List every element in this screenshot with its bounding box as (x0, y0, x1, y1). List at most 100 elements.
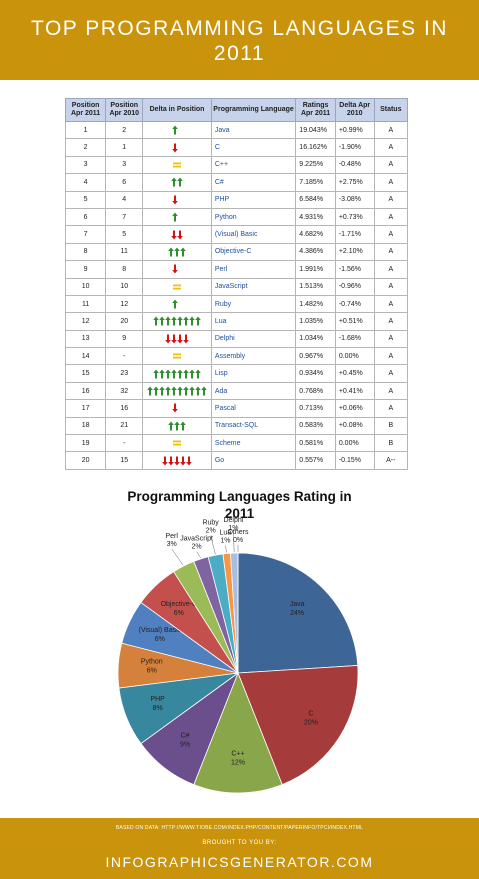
language-cell: Transact-SQL (210, 416, 297, 436)
equal-bar (173, 287, 182, 290)
table-cell: +0.06% (334, 399, 375, 418)
table-cell: 19 (64, 434, 107, 453)
table-row: 4 6 C# 7.185% +2.75% A (64, 173, 409, 192)
pie-slice (237, 552, 359, 674)
up-arrow (195, 369, 201, 379)
table-cell: +2.10% (334, 242, 375, 262)
slice-label: Ruby (202, 520, 219, 527)
slice-label: Lua (220, 530, 232, 537)
column-header: Position Apr 2010 (105, 98, 144, 122)
table-row: 9 8 Perl 1.991% -1.56% A (64, 260, 409, 279)
up-arrow (189, 386, 195, 396)
down-arrow (174, 456, 180, 466)
table-cell: 10 (64, 277, 107, 296)
table-cell: -1.71% (334, 225, 375, 244)
delta-arrows (173, 162, 182, 168)
up-arrow (165, 369, 171, 379)
up-arrow (189, 316, 195, 326)
slice-label: C# (181, 732, 190, 739)
table-cell: 4 (64, 173, 107, 192)
table-cell: 32 (105, 381, 144, 401)
up-arrow (159, 369, 165, 379)
delta-arrows (172, 299, 178, 309)
table-row: 8 11 Objective-C 4.386% +2.10% A (64, 242, 409, 262)
up-arrow (168, 421, 174, 431)
leader-line (210, 535, 216, 555)
slice-value: 8% (153, 705, 163, 712)
table-cell: A (373, 364, 409, 383)
table-body: 1 2 Java 19.043% +0.99% A 2 1 C 16.162% -1.90% A 3 3 C… (64, 120, 409, 470)
table-row: 16 32 Ada 0.768% +0.41% A (64, 381, 409, 401)
table-cell: 7.185% (295, 173, 336, 192)
table-cell: A (373, 347, 409, 366)
table-cell: 23 (105, 364, 144, 383)
delta-arrows (172, 264, 178, 274)
pie-slice (193, 671, 283, 794)
delta-cell (142, 434, 212, 453)
delta-cell (142, 120, 212, 140)
table-cell: - (105, 347, 144, 366)
table-cell: 0.934% (295, 364, 336, 383)
leader-line (225, 545, 227, 553)
language-cell: Python (210, 207, 297, 227)
equal-bar (173, 353, 182, 356)
down-arrow (177, 230, 183, 240)
table-row: 20 15 Go 0.557% -0.15% A-- (64, 451, 409, 470)
down-arrow (171, 230, 177, 240)
slice-value: 6% (174, 610, 184, 617)
delta-cell (142, 225, 212, 244)
delta-arrows (171, 177, 183, 187)
up-arrow (174, 247, 180, 257)
table-cell: 16 (64, 381, 107, 401)
slice-label: JavaScript (180, 536, 213, 543)
slice-value: 6% (147, 668, 157, 675)
table-cell: 18 (64, 416, 107, 436)
table-row: 10 10 JavaScript 1.513% -0.96% A (64, 277, 409, 296)
table-cell: -3.08% (334, 190, 375, 209)
language-cell: C++ (210, 155, 297, 175)
equal-bar (173, 165, 182, 168)
table-cell: 0.583% (295, 416, 336, 436)
table-cell: +0.08% (334, 416, 375, 436)
language-cell: Objective-C (210, 242, 297, 262)
table-cell: A (373, 399, 409, 418)
up-arrow (171, 316, 177, 326)
delta-arrows (172, 212, 178, 222)
slice-value: 2% (192, 544, 202, 551)
table-cell: 0.00% (334, 347, 375, 366)
table-row: 7 5 (Visual) Basic 4.682% -1.71% A (64, 225, 409, 244)
up-arrow (153, 369, 159, 379)
down-arrow (180, 456, 186, 466)
table-row: 13 9 Delphi 1.034% -1.68% A (64, 329, 409, 349)
delta-cell (142, 155, 212, 175)
table-cell: - (105, 434, 144, 453)
leader-line (196, 551, 201, 559)
column-header: Programming Language (210, 98, 297, 122)
up-arrow (171, 369, 177, 379)
table-row: 1 2 Java 19.043% +0.99% A (64, 120, 409, 140)
slice-label: Python (141, 659, 163, 666)
language-cell: PHP (210, 190, 297, 209)
language-cell: Lisp (210, 364, 297, 383)
table-row: 11 12 Ruby 1.482% -0.74% A (64, 294, 409, 314)
table-cell: 12 (105, 294, 144, 314)
slice-value: 1% (220, 538, 230, 545)
table-header: Position Apr 2011 Position Apr 2010 Delta … (64, 98, 409, 122)
table-cell: A (373, 120, 409, 140)
up-arrow (177, 369, 183, 379)
column-header: Position Apr 2011 (64, 98, 107, 122)
slice-label: Perl (165, 533, 178, 540)
table-cell: 1.513% (295, 277, 336, 296)
up-arrow (165, 386, 171, 396)
table-cell: A (373, 329, 409, 349)
table-cell: 2 (105, 120, 144, 140)
column-header: Ratings Apr 2011 (295, 98, 336, 122)
table-cell: 1.482% (295, 294, 336, 314)
table-cell: 21 (105, 416, 144, 436)
table-cell: 9.225% (295, 155, 336, 175)
language-cell: (Visual) Basic (210, 225, 297, 244)
up-arrow (177, 177, 183, 187)
table-cell: 7 (64, 225, 107, 244)
up-arrow (195, 386, 201, 396)
delta-arrows (173, 284, 182, 290)
